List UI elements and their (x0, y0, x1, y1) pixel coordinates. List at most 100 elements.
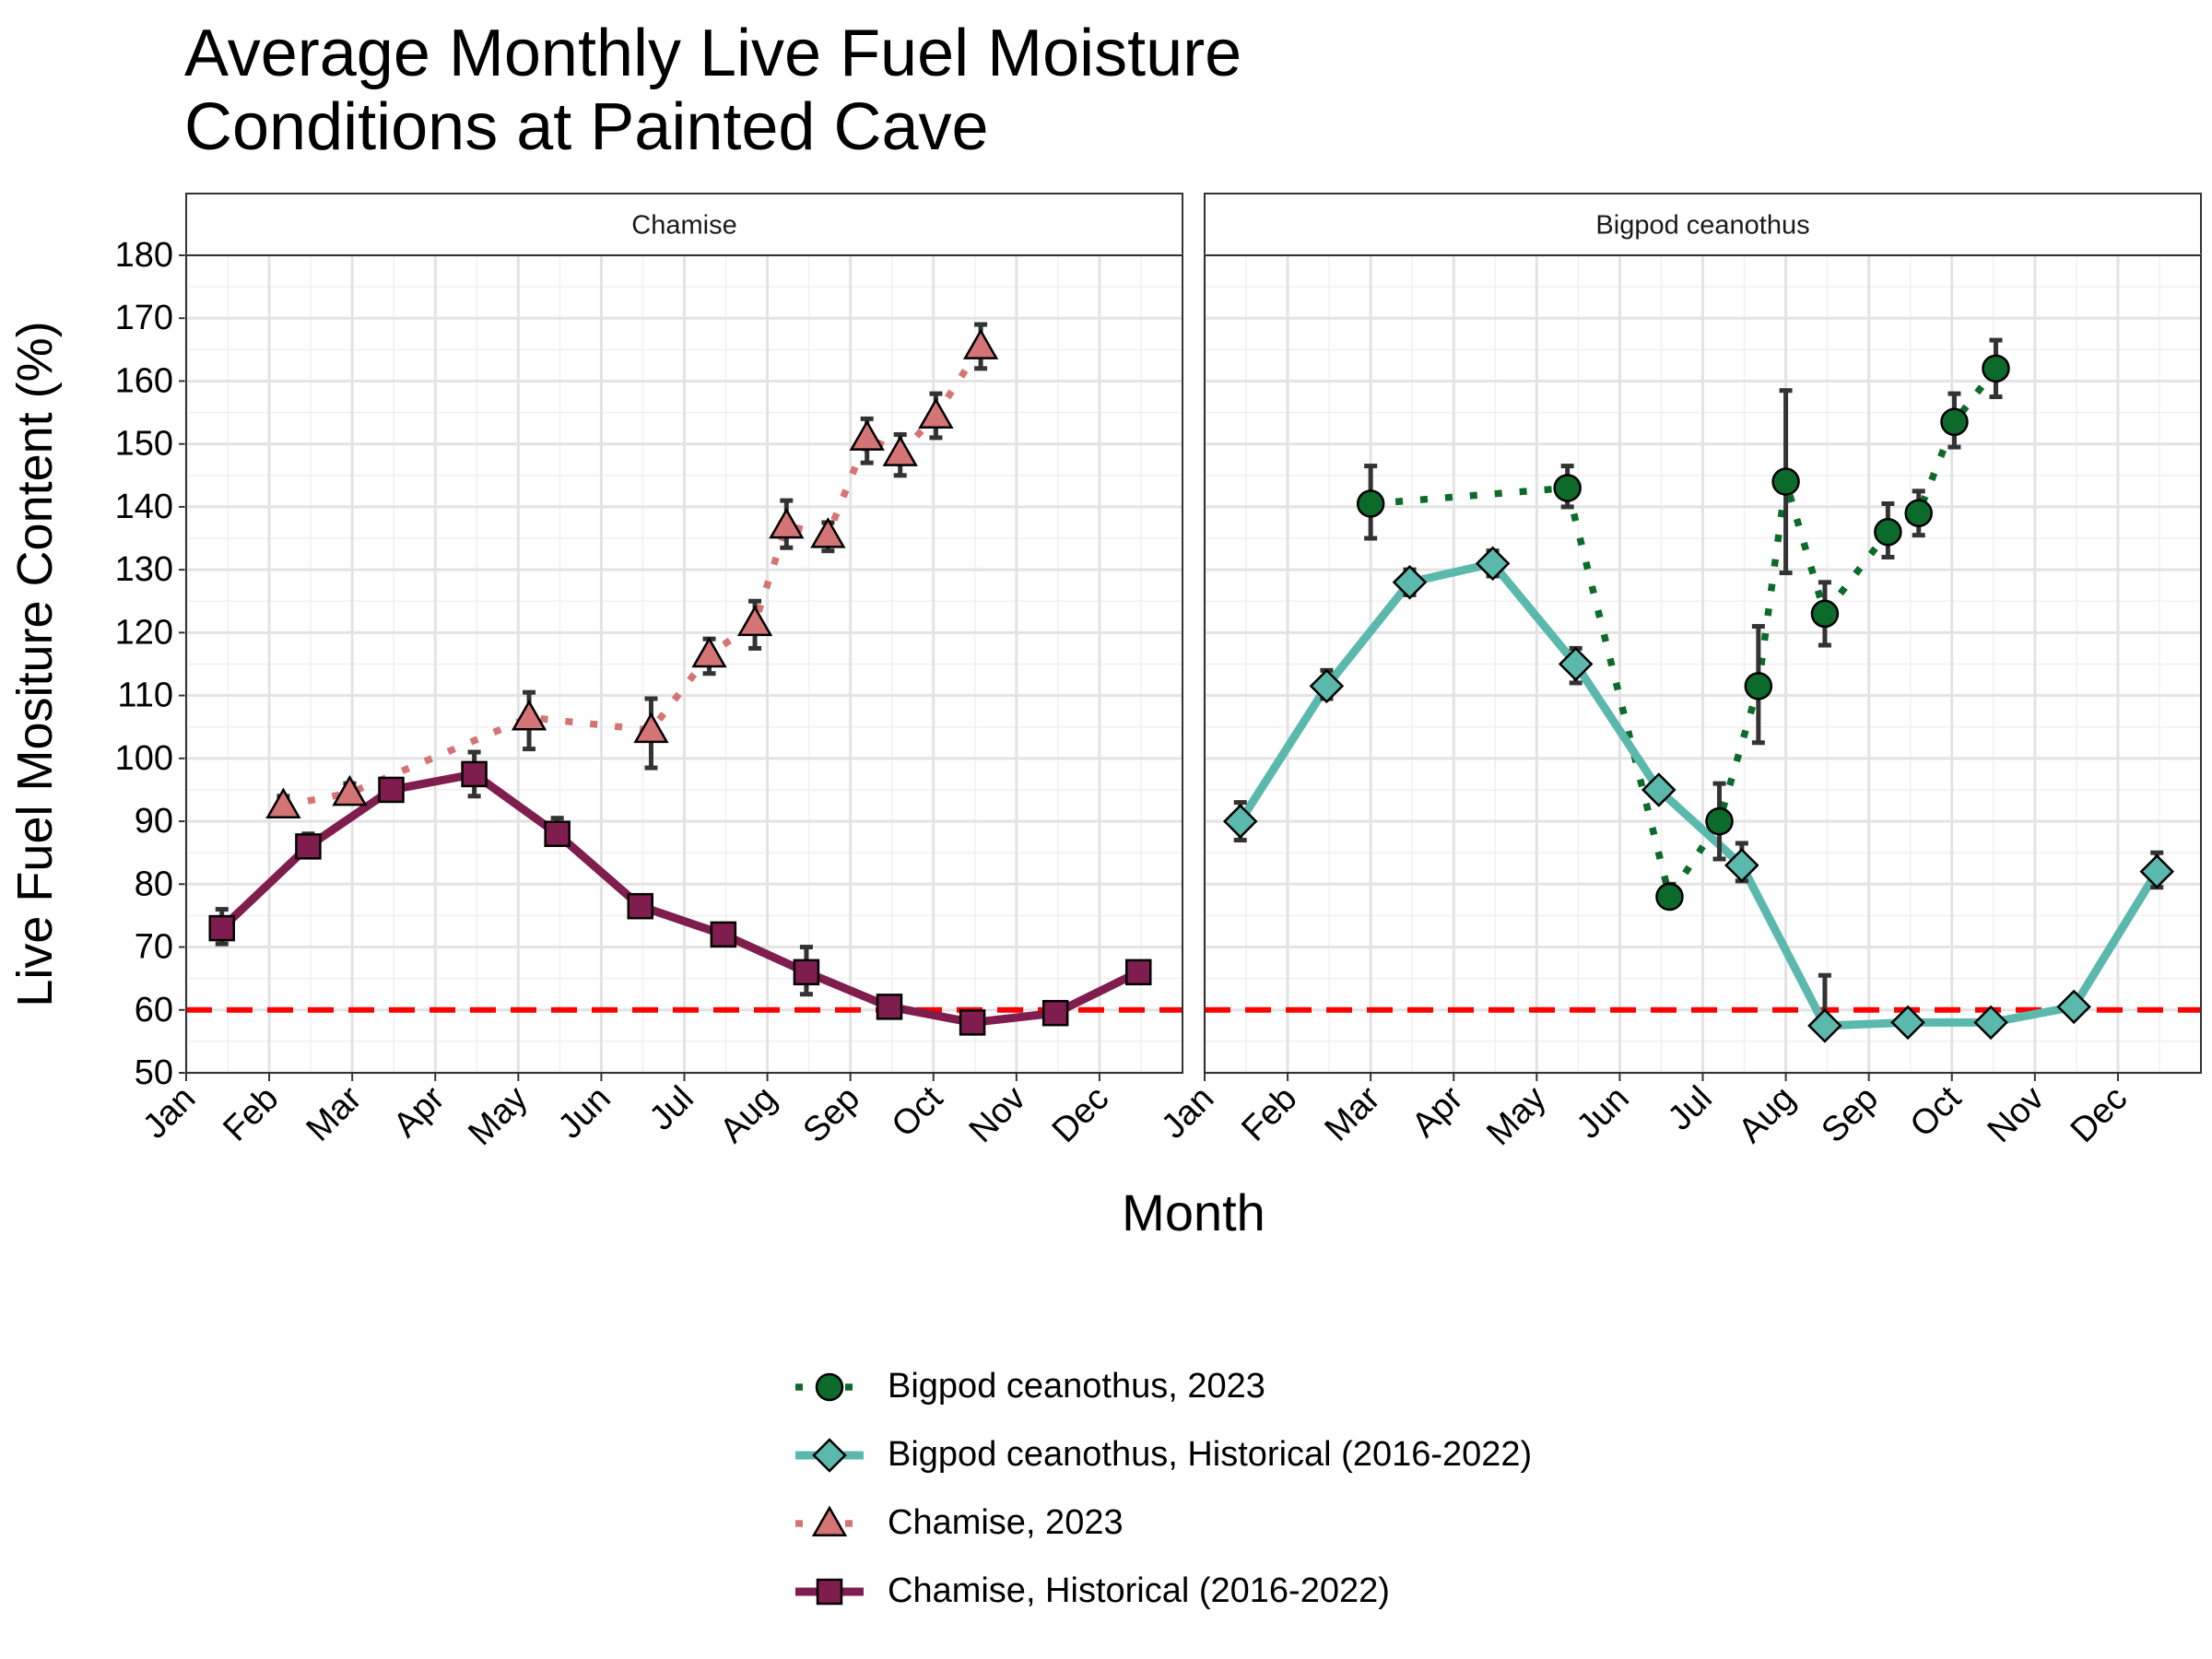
chart-title-line-2: Conditions at Painted Cave (184, 90, 989, 164)
y-tick-label: 90 (135, 802, 173, 841)
data-point-square (710, 921, 737, 948)
y-axis-title: Live Fuel Mositure Content (%) (7, 321, 63, 1006)
data-point-circle (1874, 517, 1902, 547)
legend-label: Chamise, 2023 (888, 1503, 1124, 1542)
x-tick-label: Jan (1154, 1079, 1221, 1147)
data-point-circle (1705, 806, 1734, 836)
x-tick-label: Dec (2064, 1079, 2135, 1150)
panel-strip (1204, 193, 2202, 256)
data-point-diamond (1558, 646, 1594, 682)
data-point-square (544, 820, 571, 847)
data-point-triangle (918, 397, 954, 429)
x-axis-title: Month (1122, 1183, 1265, 1241)
x-tick-label: Aug (712, 1079, 784, 1151)
y-tick-label: 50 (135, 1053, 173, 1092)
legend-item: Chamise, 2023 (788, 1491, 1710, 1559)
x-tick-label: Oct (1903, 1078, 1970, 1145)
data-point-triangle (265, 787, 301, 819)
series-line-square (218, 770, 1141, 1027)
x-tick-label: Apr (1405, 1078, 1471, 1145)
data-point-circle (1904, 499, 1933, 527)
data-point-circle (1940, 407, 1969, 437)
x-tick-label: May (461, 1079, 535, 1153)
x-tick-label: Apr (386, 1078, 453, 1145)
data-point-square (793, 959, 820, 986)
y-tick-label: 180 (115, 236, 173, 275)
chart-title: Average Monthly Live Fuel Moisture Condi… (184, 17, 1751, 164)
data-point-circle (1356, 489, 1385, 518)
data-point-square (295, 833, 322, 860)
y-tick-label: 130 (115, 550, 173, 589)
y-tick-label: 150 (115, 425, 173, 464)
data-point-triangle (332, 774, 368, 806)
data-point-diamond (2056, 989, 2091, 1025)
data-point-diamond (1973, 1005, 2008, 1041)
panel-strip-label: Chamise (631, 211, 736, 241)
data-point-triangle (769, 507, 805, 539)
data-point-diamond (1309, 668, 1345, 704)
series-line-triangle (282, 344, 984, 809)
data-point-square (378, 776, 405, 804)
data-point-circle (1810, 599, 1840, 629)
panel-strip-label: Bigpod ceanothus (1595, 211, 1809, 241)
x-tick-label: Aug (1731, 1079, 1803, 1151)
legend-key-circle (815, 1372, 844, 1402)
data-point-triangle (511, 699, 547, 731)
data-point-circle (1982, 354, 2010, 383)
data-point-diamond (1222, 804, 1258, 839)
x-tick-label: Mar (1318, 1078, 1388, 1148)
data-point-diamond (1807, 1008, 1842, 1043)
legend-label: Chamise, Historical (2016-2022) (888, 1571, 1390, 1610)
legend-item: Bigpod ceanothus, 2023 (788, 1355, 1710, 1423)
y-tick-label: 60 (135, 991, 173, 1030)
x-tick-label: Feb (216, 1079, 286, 1149)
panel-border (185, 254, 1183, 1074)
data-point-diamond (1890, 1005, 1925, 1041)
legend-key (795, 1438, 864, 1473)
data-point-diamond (1724, 848, 1759, 883)
data-point-square (1125, 959, 1152, 986)
data-point-triangle (882, 435, 918, 466)
x-tick-label: Oct (885, 1078, 951, 1145)
legend-label: Bigpod ceanothus, 2023 (888, 1367, 1265, 1406)
data-point-triangle (691, 636, 727, 668)
data-point-circle (1744, 672, 1773, 700)
data-point-square (1041, 999, 1069, 1027)
y-tick-label: 140 (115, 488, 173, 526)
panel-1: Bigpod ceanothus Jan Feb Mar Apr May Jun Jul Aug… (1154, 193, 2202, 1153)
data-point-square (208, 914, 235, 942)
x-tick-label: Sep (1815, 1079, 1887, 1151)
y-tick-label: 110 (117, 677, 173, 715)
data-point-diamond (1475, 546, 1511, 582)
legend-item: Chamise, Historical (2016-2022) (788, 1559, 1710, 1628)
y-tick-label: 160 (115, 361, 173, 400)
x-tick-label: Nov (962, 1079, 1033, 1150)
x-tick-label: Dec (1045, 1079, 1116, 1150)
x-tick-label: Nov (1981, 1079, 2052, 1150)
data-point-circle (1655, 882, 1684, 912)
legend-key-triangle (811, 1505, 848, 1536)
data-point-circle (1553, 474, 1582, 502)
panel-strip (185, 193, 1183, 256)
legend-key (795, 1505, 864, 1536)
panel-border (1204, 254, 2202, 1074)
data-point-square (876, 994, 903, 1020)
y-tick-label: 120 (115, 613, 173, 652)
data-point-triangle (849, 419, 885, 451)
x-tick-label: Feb (1234, 1079, 1304, 1149)
data-point-triangle (633, 712, 669, 744)
x-tick-label: Jul (642, 1079, 701, 1138)
x-tick-label: Jun (551, 1079, 618, 1147)
y-tick-label: 70 (135, 928, 173, 967)
x-tick-label: Jul (1661, 1079, 1720, 1138)
data-point-circle (1771, 467, 1800, 496)
y-tick-label: 80 (135, 865, 173, 903)
legend-item: Bigpod ceanothus, Historical (2016-2022) (788, 1423, 1710, 1491)
data-point-diamond (1641, 772, 1677, 807)
legend-label: Bigpod ceanothus, Historical (2016-2022) (888, 1435, 1533, 1474)
x-tick-label: Jun (1570, 1079, 1637, 1147)
y-tick-label: 170 (115, 299, 173, 337)
data-point-square (959, 1009, 986, 1036)
data-point-square (461, 760, 488, 788)
